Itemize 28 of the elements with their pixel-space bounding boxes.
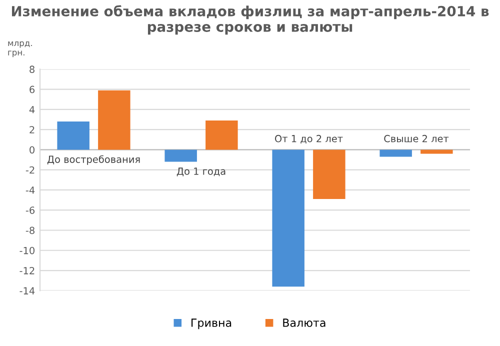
bar bbox=[272, 150, 304, 287]
bar bbox=[420, 150, 453, 154]
bar bbox=[313, 150, 346, 200]
bar bbox=[206, 120, 238, 150]
y-tick-label: -4 bbox=[26, 186, 35, 194]
bar bbox=[57, 122, 90, 150]
legend-label: Валюта bbox=[283, 318, 326, 327]
x-tick-label: От 1 до 2 лет bbox=[275, 134, 343, 144]
bar bbox=[164, 150, 197, 162]
y-tick-label: 8 bbox=[30, 66, 34, 74]
x-tick-label: Свыше 2 лет bbox=[384, 134, 449, 142]
bar bbox=[98, 90, 130, 150]
y-axis-title: млрд. грн. bbox=[8, 41, 32, 58]
y-tick-label: 0 bbox=[30, 146, 34, 154]
y-tick-label: -8 bbox=[26, 226, 34, 234]
y-tick-label: -2 bbox=[26, 166, 34, 174]
y-tick-label: 2 bbox=[30, 126, 34, 134]
x-tick-label: До 1 года bbox=[176, 168, 226, 176]
y-tick-label: 4 bbox=[29, 106, 35, 114]
x-tick-label: До востребования bbox=[47, 155, 140, 165]
y-tick-label: -10 bbox=[20, 246, 34, 254]
y-tick-label: -12 bbox=[20, 266, 34, 274]
legend-label: Гривна bbox=[192, 318, 232, 330]
y-tick-label: 6 bbox=[30, 86, 35, 94]
chart-title: Изменение объема вкладов физлиц за март-апрель-2014 в разрезе сроков и валюты bbox=[12, 5, 489, 35]
y-tick-label: -14 bbox=[20, 287, 35, 294]
y-tick-label: -6 bbox=[26, 206, 35, 214]
bar bbox=[380, 150, 412, 157]
